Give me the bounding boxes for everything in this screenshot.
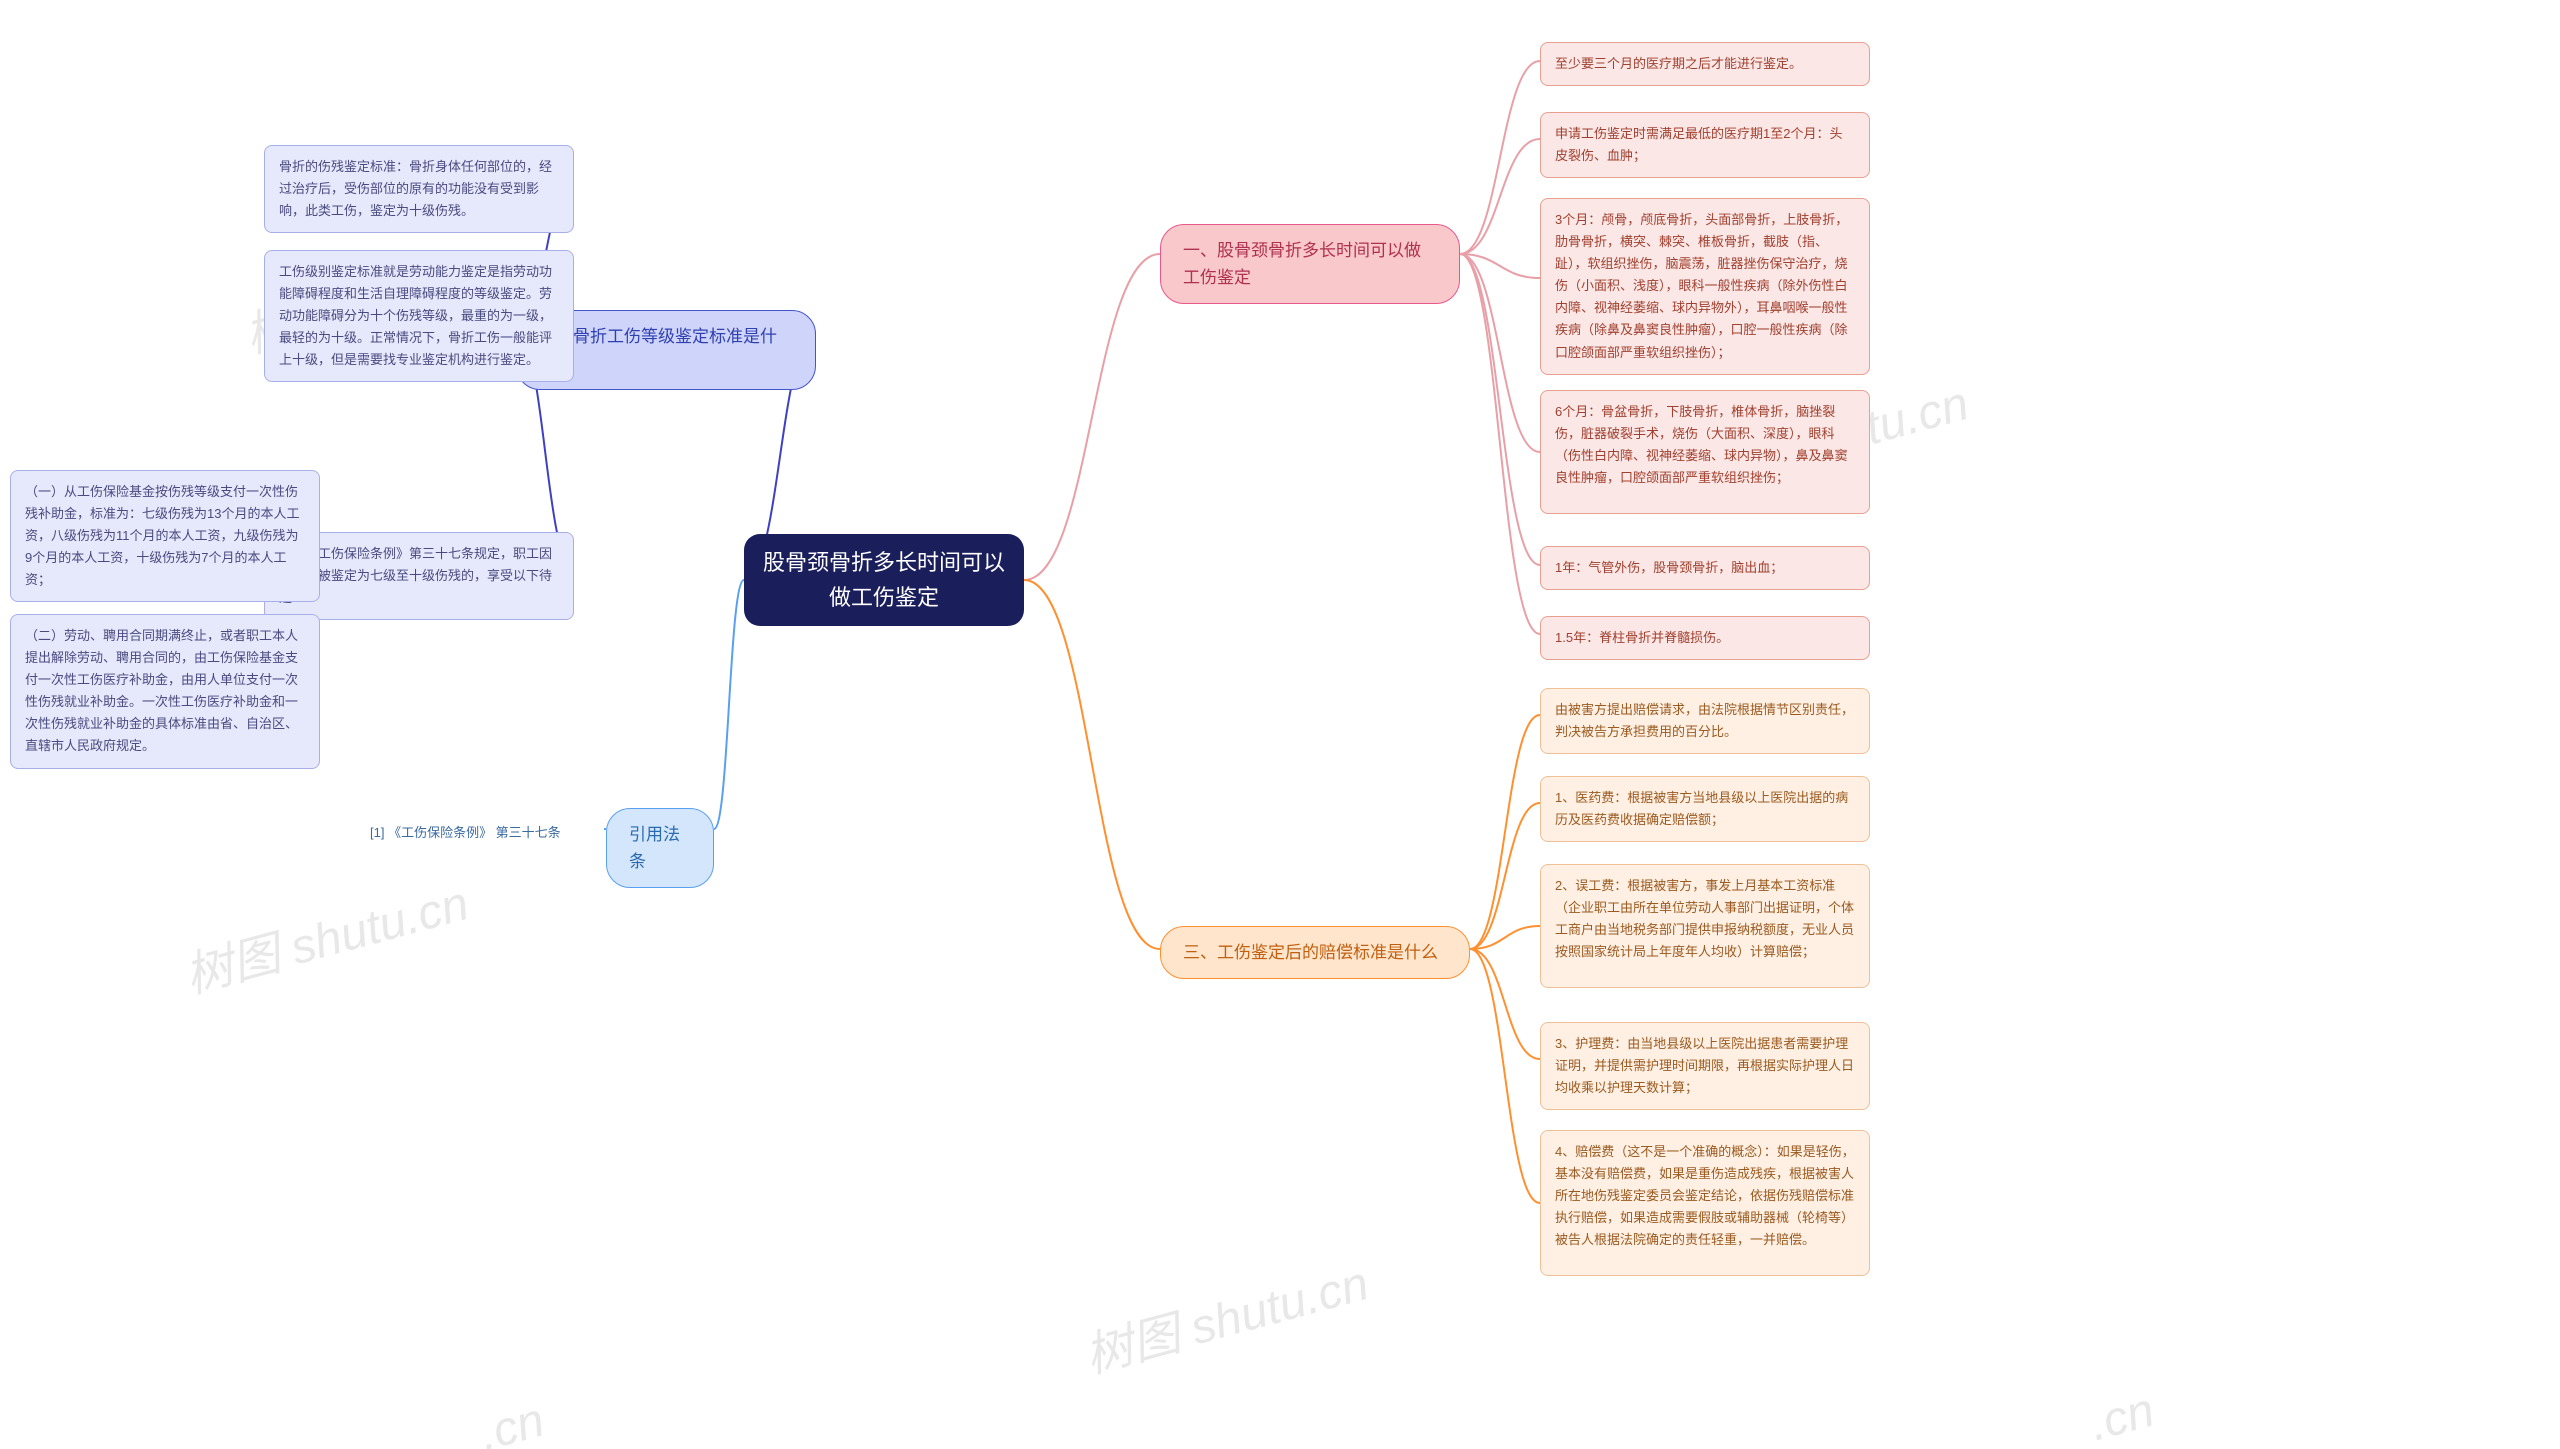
branch-label: 引用法条	[629, 821, 691, 875]
branch-node: 引用法条	[606, 808, 714, 888]
leaf-text: 1年：气管外伤，股骨颈骨折，脑出血；	[1555, 560, 1783, 575]
branch-label: 二、骨折工伤等级鉴定标准是什么	[539, 323, 793, 377]
leaf-node: 4、赔偿费（这不是一个准确的概念）：如果是轻伤，基本没有赔偿费，如果是重伤造成残…	[1540, 1130, 1870, 1276]
leaf-node: 3、护理费：由当地县级以上医院出据患者需要护理证明，并提供需护理时间期限，再根据…	[1540, 1022, 1870, 1110]
watermark: .cn	[2084, 1383, 2160, 1449]
leaf-text: [1] 《工伤保险条例》 第三十七条	[370, 825, 561, 840]
leaf-node: （二）劳动、聘用合同期满终止，或者职工本人提出解除劳动、聘用合同的，由工伤保险基…	[10, 614, 320, 769]
watermark: 树图 shutu.cn	[1076, 1244, 1375, 1387]
leaf-node: 3个月：颅骨，颅底骨折，头面部骨折，上肢骨折，肋骨骨折，横突、棘突、椎板骨折，截…	[1540, 198, 1870, 375]
leaf-node: 1、医药费：根据被害方当地县级以上医院出据的病历及医药费收据确定赔偿额；	[1540, 776, 1870, 842]
branch-node: 一、股骨颈骨折多长时间可以做工伤鉴定	[1160, 224, 1460, 304]
leaf-text: 3、护理费：由当地县级以上医院出据患者需要护理证明，并提供需护理时间期限，再根据…	[1555, 1036, 1854, 1095]
leaf-node: 由被害方提出赔偿请求，由法院根据情节区别责任，判决被告方承担费用的百分比。	[1540, 688, 1870, 754]
leaf-text: 1、医药费：根据被害方当地县级以上医院出据的病历及医药费收据确定赔偿额；	[1555, 790, 1848, 827]
leaf-text: 由被害方提出赔偿请求，由法院根据情节区别责任，判决被告方承担费用的百分比。	[1555, 702, 1854, 739]
root-line2: 做工伤鉴定	[763, 580, 1005, 615]
branch-label: 三、工伤鉴定后的赔偿标准是什么	[1183, 939, 1438, 966]
leaf-node: 骨折的伤残鉴定标准：骨折身体任何部位的，经过治疗后，受伤部位的原有的功能没有受到…	[264, 145, 574, 233]
branch-label: 一、股骨颈骨折多长时间可以做工伤鉴定	[1183, 237, 1437, 291]
root-line1: 股骨颈骨折多长时间可以	[763, 545, 1005, 580]
leaf-text: 6个月：骨盆骨折，下肢骨折，椎体骨折，脑挫裂伤，脏器破裂手术，烧伤（大面积、深度…	[1555, 404, 1848, 485]
leaf-text: 3个月：颅骨，颅底骨折，头面部骨折，上肢骨折，肋骨骨折，横突、棘突、椎板骨折，截…	[1555, 212, 1848, 360]
leaf-node: [1] 《工伤保险条例》 第三十七条	[356, 812, 604, 854]
leaf-node: 工伤级别鉴定标准就是劳动能力鉴定是指劳动功能障碍程度和生活自理障碍程度的等级鉴定…	[264, 250, 574, 382]
watermark: .cn	[474, 1393, 550, 1449]
leaf-text: 骨折的伤残鉴定标准：骨折身体任何部位的，经过治疗后，受伤部位的原有的功能没有受到…	[279, 159, 552, 218]
branch-node: 三、工伤鉴定后的赔偿标准是什么	[1160, 926, 1470, 979]
leaf-text: 工伤级别鉴定标准就是劳动能力鉴定是指劳动功能障碍程度和生活自理障碍程度的等级鉴定…	[279, 264, 552, 367]
leaf-node: 至少要三个月的医疗期之后才能进行鉴定。	[1540, 42, 1870, 86]
leaf-text: （二）劳动、聘用合同期满终止，或者职工本人提出解除劳动、聘用合同的，由工伤保险基…	[25, 628, 298, 753]
leaf-text: 2、误工费：根据被害方，事发上月基本工资标准（企业职工由所在单位劳动人事部门出据…	[1555, 878, 1854, 959]
watermark: 树图 shutu.cn	[176, 864, 475, 1007]
leaf-node: 2、误工费：根据被害方，事发上月基本工资标准（企业职工由所在单位劳动人事部门出据…	[1540, 864, 1870, 988]
leaf-node: 1.5年：脊柱骨折并脊髓损伤。	[1540, 616, 1870, 660]
leaf-text: 4、赔偿费（这不是一个准确的概念）：如果是轻伤，基本没有赔偿费，如果是重伤造成残…	[1555, 1144, 1855, 1247]
leaf-text: 至少要三个月的医疗期之后才能进行鉴定。	[1555, 56, 1802, 71]
root-node: 股骨颈骨折多长时间可以做工伤鉴定	[744, 534, 1024, 626]
leaf-node: 1年：气管外伤，股骨颈骨折，脑出血；	[1540, 546, 1870, 590]
leaf-node: 申请工伤鉴定时需满足最低的医疗期1至2个月：头皮裂伤、血肿；	[1540, 112, 1870, 178]
leaf-text: （一）从工伤保险基金按伤残等级支付一次性伤残补助金，标准为：七级伤残为13个月的…	[25, 484, 299, 587]
leaf-text: 申请工伤鉴定时需满足最低的医疗期1至2个月：头皮裂伤、血肿；	[1555, 126, 1842, 163]
leaf-text: 1.5年：脊柱骨折并脊髓损伤。	[1555, 630, 1729, 645]
leaf-node: （一）从工伤保险基金按伤残等级支付一次性伤残补助金，标准为：七级伤残为13个月的…	[10, 470, 320, 602]
leaf-node: 6个月：骨盆骨折，下肢骨折，椎体骨折，脑挫裂伤，脏器破裂手术，烧伤（大面积、深度…	[1540, 390, 1870, 514]
